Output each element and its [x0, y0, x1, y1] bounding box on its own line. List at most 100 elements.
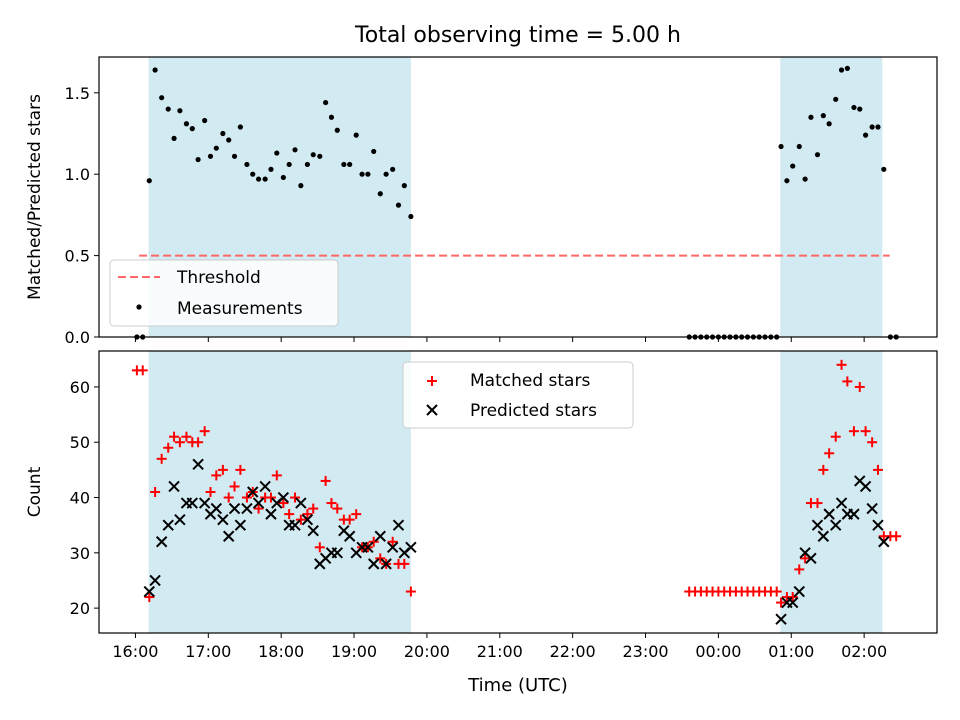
measurement-point [298, 183, 304, 189]
matched-star-point [812, 498, 823, 509]
matched-star-point [800, 553, 811, 564]
matched-star-point [163, 442, 174, 453]
predicted-star-point [217, 513, 229, 526]
measurement-point [869, 124, 875, 130]
matched-star-point [848, 426, 859, 437]
matched-star-point [271, 470, 282, 481]
measurement-point [390, 166, 396, 172]
x-tick-label: 01:00 [768, 642, 814, 661]
matched-star-point [824, 448, 835, 459]
predicted-star-point [223, 530, 235, 542]
measurement-point [207, 153, 214, 159]
matched-star-point [290, 492, 301, 503]
x-tick-label: 19:00 [331, 642, 377, 661]
predicted-star-point [386, 541, 399, 554]
predicted-star-point [787, 596, 799, 609]
measurement-point [395, 202, 402, 208]
predicted-star-point [210, 502, 223, 515]
matched-star-point [211, 470, 222, 481]
matched-star-point [771, 586, 782, 597]
figure-title: Total observing time = 5.00 h [354, 23, 681, 48]
measurement-point [347, 161, 353, 168]
y-axis-label: Count [25, 466, 45, 517]
matched-star-point [253, 503, 264, 514]
predicted-star-point [265, 508, 277, 520]
measurement-point [213, 145, 219, 151]
measurement-point [202, 117, 208, 124]
matched-star-point [787, 592, 798, 603]
matched-star-point [320, 475, 331, 486]
observing-interval-shade [780, 57, 883, 337]
predicted-star-point [380, 558, 392, 570]
measurement-point [220, 130, 226, 137]
x-tick-label: 17:00 [185, 642, 231, 661]
predicted-star-point [186, 497, 198, 509]
measurement-point [280, 174, 286, 181]
x-tick-label: 21:00 [477, 642, 523, 661]
predicted-star-point [149, 574, 161, 587]
predicted-star-point [830, 519, 842, 531]
predicted-star-point [362, 541, 374, 554]
legend: Threshold Measurements [109, 259, 339, 327]
matched-star-point [156, 453, 167, 464]
predicted-star-point [259, 480, 271, 493]
matched-star-point [344, 514, 355, 525]
predicted-star-point [301, 513, 314, 526]
measurement-point [165, 106, 171, 112]
measurement-point [268, 166, 274, 172]
measurement-point [159, 95, 165, 101]
predicted-star-point [405, 541, 417, 554]
measurement-point [310, 152, 316, 158]
y-tick-label: 20 [70, 599, 90, 618]
matched-star-point [830, 431, 841, 442]
matched-star-point [332, 503, 343, 514]
legend-predicted-label: Predicted stars [470, 401, 597, 421]
measurement-point [328, 114, 335, 120]
measurement-point [371, 148, 377, 155]
predicted-star-point [848, 508, 860, 520]
predicted-star-point [872, 519, 884, 531]
legend-measurement-label: Measurements [177, 299, 303, 319]
measurement-point [844, 65, 850, 71]
matched-star-point [223, 492, 234, 503]
measurement-point [401, 183, 407, 189]
predicted-star-point [295, 497, 307, 509]
matched-star-point [278, 498, 289, 509]
y-tick-label: 40 [70, 489, 90, 508]
predicted-star-point [252, 497, 265, 509]
measurement-point [195, 156, 201, 163]
predicted-star-point [775, 613, 787, 625]
measurement-point [881, 166, 887, 172]
measurement-point [231, 153, 238, 159]
predicted-star-point [817, 530, 830, 542]
measurement-point [808, 114, 814, 120]
measurement-point [146, 178, 152, 184]
matched-star-point [860, 426, 871, 437]
measurement-point [341, 161, 347, 168]
y-tick-label: 60 [70, 378, 90, 397]
predicted-star-point [331, 547, 343, 559]
matched-star-point [854, 381, 865, 392]
matched-star-point [302, 509, 313, 520]
predicted-star-point [228, 502, 241, 515]
predicted-star-point [198, 497, 211, 509]
predicted-star-point [277, 491, 290, 504]
measurement-point [790, 163, 796, 169]
matched-star-point [872, 464, 883, 475]
matched-star-point [387, 536, 398, 547]
predicted-star-point [368, 558, 380, 570]
legend-matched-swatch [427, 376, 437, 386]
y-axis-label: Matched/Predicted stars [25, 94, 45, 300]
measurement-point [784, 178, 790, 184]
measurement-point [802, 176, 808, 182]
measurement-point [862, 132, 869, 138]
matched-star-point [314, 542, 325, 553]
axes-frame [98, 350, 938, 634]
legend-matched-label: Matched stars [470, 371, 590, 391]
measurement-point [359, 171, 365, 177]
predicted-star-point [835, 497, 848, 509]
measurement-point [383, 171, 389, 177]
x-tick-label: 22:00 [550, 642, 596, 661]
y-tick-label: 1.0 [65, 165, 90, 184]
measurement-point [237, 124, 243, 130]
